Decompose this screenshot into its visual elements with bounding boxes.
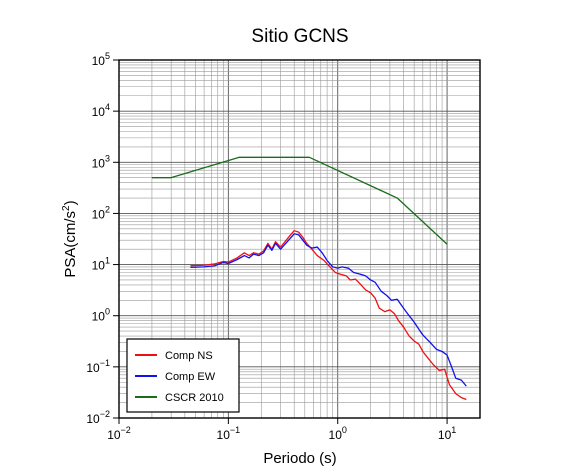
legend: Comp NS Comp EW CSCR 2010 [126, 338, 240, 413]
x-tick-label: 101 [438, 425, 456, 442]
series-line-comp-ns [190, 230, 467, 401]
y-axis-title-base: PSA(cm/s [62, 211, 79, 278]
y-tick-label: 10−2 [86, 409, 110, 426]
plot-frame [118, 59, 481, 419]
x-tick-label: 10−1 [217, 425, 241, 442]
series-layer [151, 156, 467, 401]
legend-label: CSCR 2010 [165, 392, 224, 404]
legend-items: Comp NS Comp EW CSCR 2010 [135, 350, 224, 404]
y-axis-title-end: ) [62, 200, 79, 205]
series-line-cscr-2010 [151, 156, 448, 245]
y-tick-label: 103 [92, 153, 110, 170]
legend-label: Comp EW [165, 371, 216, 383]
tick-layer: 10−2 10−1 100 101 10−2 10−1 100 101 102 103 104 105 [86, 51, 456, 442]
y-tick-label: 10−1 [86, 358, 110, 375]
x-tick-label: 10−2 [107, 425, 131, 442]
chart-title: Sitio GCNS [251, 26, 348, 47]
y-tick-label: 104 [92, 102, 110, 119]
y-tick-label: 100 [92, 307, 110, 324]
grid-layer [119, 60, 480, 418]
y-axis-title-sup: 2 [61, 205, 72, 211]
y-axis-title: PSA(cm/s2) [61, 200, 79, 277]
legend-label: Comp NS [165, 350, 213, 362]
y-tick-label: 105 [92, 51, 110, 68]
x-axis-title: Periodo (s) [263, 450, 336, 467]
x-tick-label: 100 [329, 425, 347, 442]
y-tick-label: 101 [92, 256, 110, 273]
y-tick-label: 102 [92, 204, 110, 221]
series-line-comp-ew [190, 233, 467, 387]
